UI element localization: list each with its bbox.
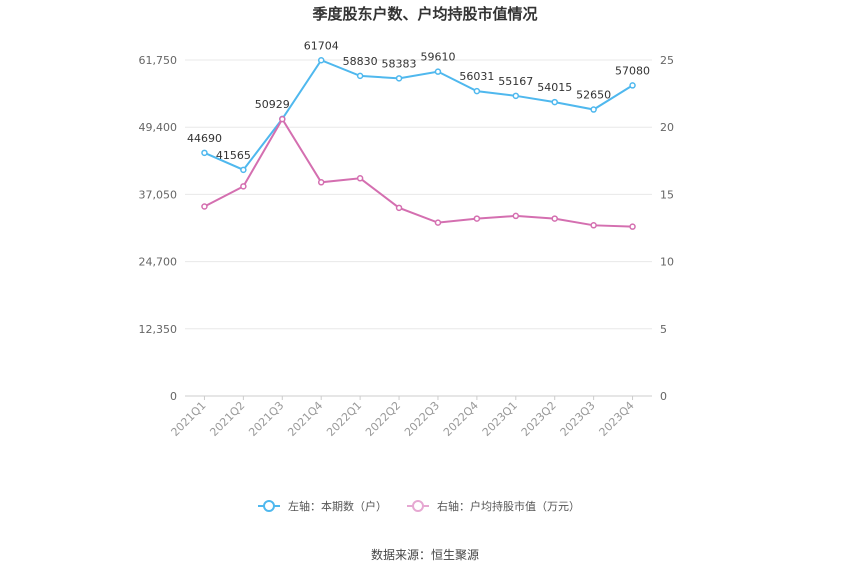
x-tick-label: 2021Q1: [169, 399, 209, 439]
left-tick-label: 0: [170, 390, 177, 403]
x-axis: 2021Q12021Q22021Q32021Q42022Q12022Q22022…: [169, 396, 637, 439]
data-point-households[interactable]: [395, 75, 403, 82]
data-point-market-value[interactable]: [240, 183, 247, 190]
data-point-market-value[interactable]: [434, 219, 442, 226]
data-point-market-value[interactable]: [356, 175, 364, 182]
data-label-households: 50929: [255, 98, 290, 111]
left-tick-label: 12,350: [139, 323, 178, 336]
legend-marker-households: [263, 500, 275, 512]
source-note: 数据来源：恒生聚源: [371, 547, 479, 562]
data-point-households[interactable]: [629, 82, 636, 89]
data-point-market-value[interactable]: [395, 204, 403, 212]
x-tick-label: 2023Q4: [597, 399, 637, 439]
data-label-households: 55167: [498, 75, 533, 88]
x-tick-label: 2022Q4: [441, 399, 481, 439]
data-point-households[interactable]: [551, 98, 558, 106]
x-tick-label: 2023Q1: [480, 399, 520, 439]
data-label-households: 54015: [537, 81, 572, 94]
right-tick-label: 10: [660, 256, 674, 269]
data-point-households[interactable]: [317, 57, 325, 64]
x-tick-label: 2022Q2: [363, 399, 403, 439]
right-tick-label: 20: [660, 121, 674, 134]
data-point-households[interactable]: [590, 106, 597, 113]
data-label-households: 56031: [459, 70, 494, 83]
data-point-market-value[interactable]: [317, 179, 325, 186]
data-label-households: 59610: [420, 51, 455, 64]
legend-marker-market-value: [412, 500, 424, 512]
data-point-households[interactable]: [240, 166, 247, 174]
series-line-market-value: [203, 117, 633, 228]
data-point-market-value[interactable]: [590, 222, 597, 229]
x-tick-label: 2022Q1: [324, 399, 364, 439]
chart-title: 季度股东户数、户均持股市值情况: [312, 5, 537, 23]
data-point-households[interactable]: [434, 68, 442, 75]
right-axis: 0 5 10 15 20 25: [660, 54, 674, 403]
right-tick-label: 0: [660, 390, 667, 403]
data-label-households: 58383: [382, 57, 417, 70]
grid-lines: [185, 59, 652, 397]
right-tick-label: 25: [660, 54, 674, 67]
data-label-households: 44690: [187, 132, 222, 145]
data-point-households[interactable]: [356, 72, 364, 80]
data-point-households[interactable]: [512, 92, 520, 100]
legend-item-households[interactable]: 左轴：本期数（户）: [258, 499, 387, 513]
left-tick-label: 61,750: [139, 54, 178, 67]
legend-item-market-value[interactable]: 右轴：户均持股市值（万元）: [407, 499, 580, 513]
data-label-households: 41565: [216, 149, 251, 162]
right-tick-label: 5: [660, 323, 667, 336]
x-tick-label: 2022Q3: [402, 399, 442, 439]
data-point-market-value[interactable]: [629, 223, 636, 230]
legend: 左轴：本期数（户） 右轴：户均持股市值（万元）: [258, 499, 580, 513]
x-tick-label: 2023Q2: [519, 399, 559, 439]
left-tick-label: 37,050: [139, 188, 178, 201]
x-tick-label: 2021Q4: [285, 399, 325, 439]
data-point-market-value[interactable]: [279, 115, 286, 123]
legend-label-households: 左轴：本期数（户）: [288, 499, 387, 513]
series-line-households: [204, 59, 634, 172]
data-point-market-value[interactable]: [201, 203, 208, 210]
legend-label-market-value: 右轴：户均持股市值（万元）: [437, 499, 580, 513]
right-tick-label: 15: [660, 188, 674, 201]
data-label-households: 52650: [576, 89, 611, 102]
left-tick-label: 24,700: [139, 256, 178, 269]
data-label-households: 57080: [615, 64, 650, 77]
data-label-households: 58830: [343, 55, 378, 68]
data-point-households[interactable]: [473, 87, 481, 95]
data-point-market-value[interactable]: [473, 215, 481, 222]
data-point-households[interactable]: [201, 149, 208, 157]
data-point-market-value[interactable]: [512, 212, 520, 220]
x-tick-label: 2023Q3: [558, 399, 598, 439]
x-tick-label: 2021Q3: [246, 399, 286, 439]
data-label-households: 61704: [304, 39, 339, 52]
x-tick-label: 2021Q2: [207, 399, 247, 439]
left-tick-label: 49,400: [139, 121, 178, 134]
data-point-market-value[interactable]: [551, 215, 558, 222]
left-axis: 0 12,350 24,700 37,050 49,400 61,750: [139, 54, 178, 403]
